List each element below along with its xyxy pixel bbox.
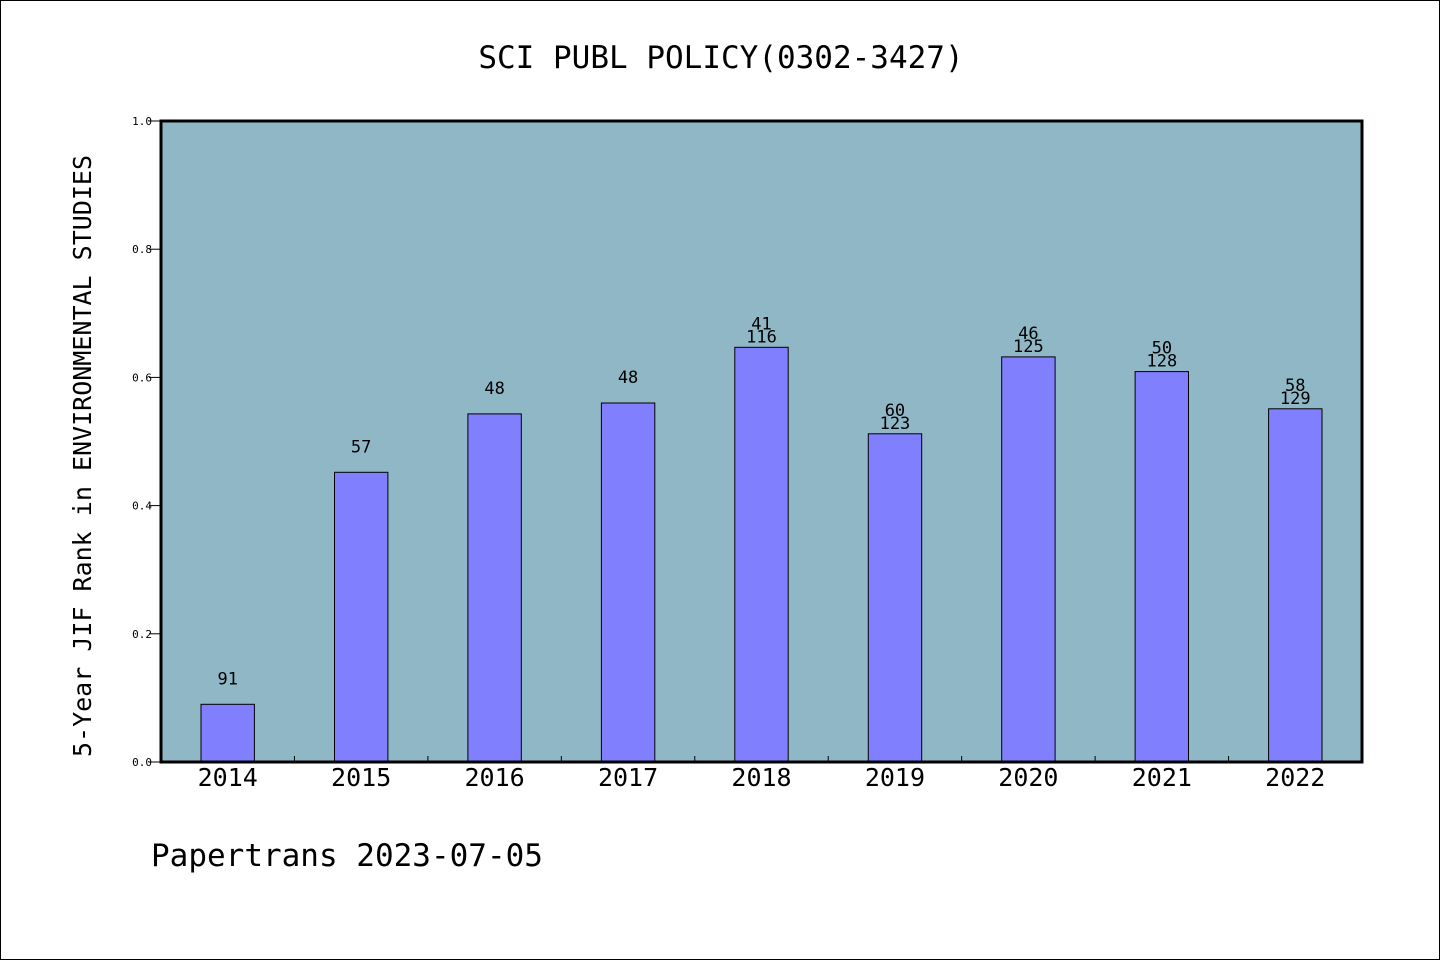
- rank-label-2017: 48: [618, 368, 638, 388]
- y-tick-label: 1.0: [132, 115, 152, 128]
- total-label-2020: 125: [1013, 337, 1044, 357]
- rank-label-2019: 60: [885, 401, 905, 421]
- rank-label-2020: 46: [1018, 324, 1038, 344]
- x-tick-label-2018: 2018: [731, 763, 791, 792]
- rank-label-2016: 48: [484, 379, 504, 399]
- x-tick-label-2014: 2014: [198, 763, 258, 792]
- bar-2021: [1134, 371, 1189, 763]
- bars-group: [200, 346, 1323, 763]
- total-label-2021: 128: [1146, 352, 1177, 372]
- x-tick-label-2022: 2022: [1265, 763, 1325, 792]
- bar-2016: [467, 413, 522, 763]
- bar-2018: [734, 346, 789, 763]
- bar-2022: [1268, 408, 1323, 763]
- rank-label-2021: 50: [1152, 339, 1172, 359]
- x-tick-label-2020: 2020: [998, 763, 1058, 792]
- bar-2017: [600, 402, 656, 763]
- total-label-2022: 129: [1280, 389, 1311, 409]
- y-axis-label: 5-Year JIF Rank in ENVIRONMENTAL STUDIES: [68, 155, 97, 757]
- x-tick-label-2019: 2019: [865, 763, 925, 792]
- rank-label-2014: 91: [217, 669, 237, 689]
- y-axis: 0.0 0.2 0.4 0.6 0.8 1.0: [132, 115, 160, 769]
- footer-text: Papertrans 2023-07-05: [151, 838, 543, 874]
- bar-2019: [867, 433, 923, 763]
- y-tick-label: 0.0: [132, 756, 152, 769]
- chart-title: SCI PUBL POLICY(0302-3427): [478, 40, 963, 76]
- x-tick-label-2021: 2021: [1132, 763, 1192, 792]
- bar-2014: [200, 703, 255, 763]
- total-label-2018: 116: [746, 327, 777, 347]
- bar-2020: [1001, 356, 1056, 763]
- plot-border: [159, 119, 1364, 764]
- y-tick-label: 0.8: [132, 243, 152, 256]
- rank-label-2015: 57: [351, 437, 371, 457]
- total-label-2019: 123: [880, 414, 911, 434]
- x-axis: 2014 2015 2016 2017 2018 2019 2020 2021 2022: [198, 756, 1325, 792]
- x-tick-label-2015: 2015: [331, 763, 391, 792]
- y-tick-label: 0.6: [132, 371, 152, 384]
- y-tick-label: 0.2: [132, 628, 152, 641]
- x-tick-label-2016: 2016: [465, 763, 525, 792]
- bar-2015: [334, 471, 389, 763]
- rank-label-2022: 58: [1285, 376, 1305, 396]
- y-tick-label: 0.4: [132, 500, 152, 513]
- rank-label-2018: 41: [751, 314, 771, 334]
- x-tick-label-2017: 2017: [598, 763, 658, 792]
